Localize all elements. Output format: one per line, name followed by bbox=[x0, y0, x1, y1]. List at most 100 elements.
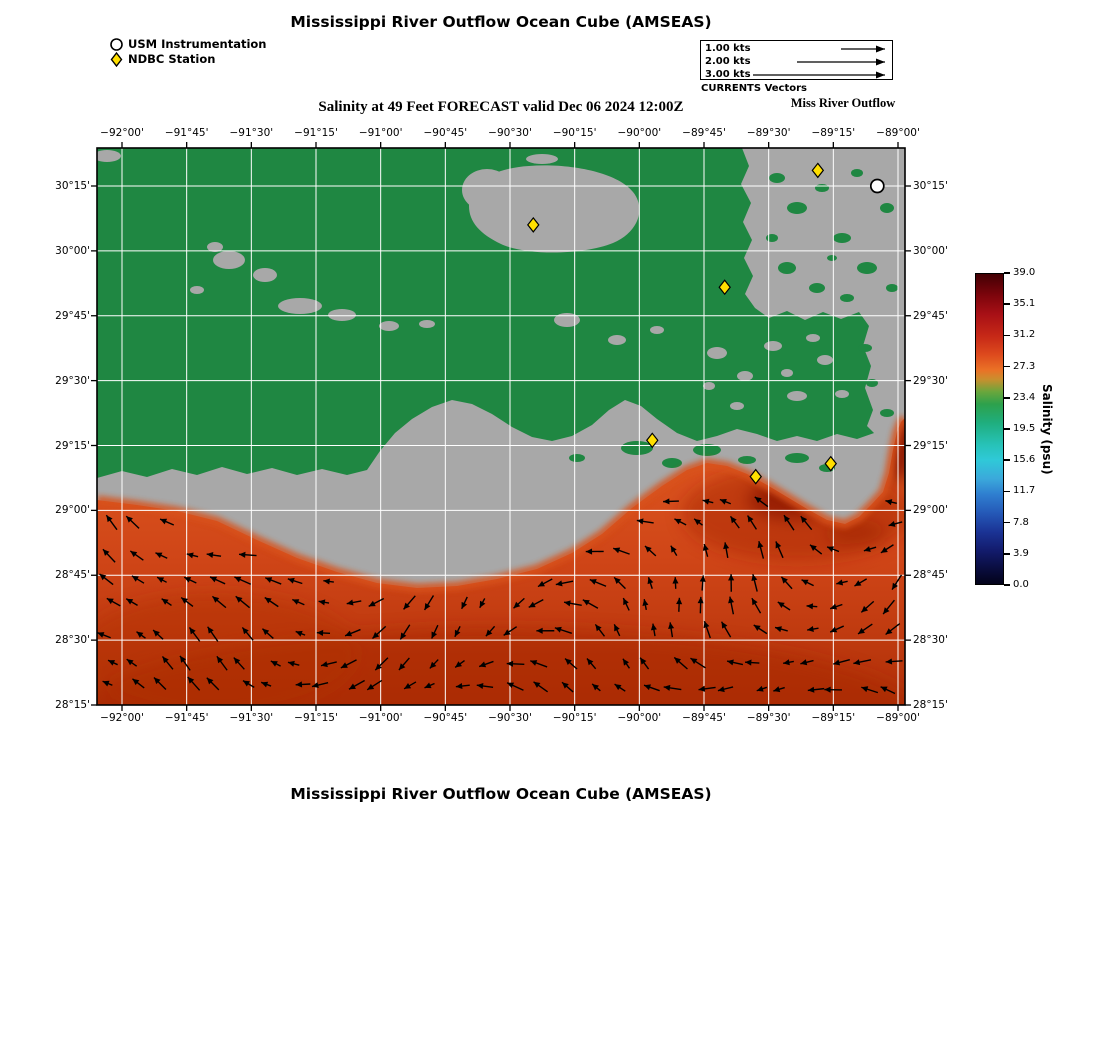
current-arrow-head bbox=[216, 656, 224, 664]
current-arrow-head bbox=[783, 515, 791, 523]
current-arrow-head bbox=[885, 499, 893, 506]
land-island bbox=[730, 402, 744, 410]
marsh-patch bbox=[662, 458, 682, 468]
y-tick-label-left: 28°30' bbox=[55, 634, 90, 647]
current-arrow-head bbox=[623, 598, 629, 606]
current-arrow-head bbox=[885, 658, 893, 665]
current-arrow-head bbox=[345, 630, 353, 637]
current-arrow-head bbox=[892, 582, 899, 590]
current-arrow-head bbox=[747, 515, 754, 523]
current-arrow-head bbox=[454, 629, 461, 637]
current-arrow-head bbox=[270, 661, 278, 667]
colorbar-tick-label: 15.6 bbox=[1013, 454, 1036, 466]
current-arrow-head bbox=[242, 627, 249, 635]
current-arrow-head bbox=[528, 601, 536, 608]
current-arrow-head bbox=[582, 599, 590, 606]
land-island bbox=[328, 309, 356, 321]
x-tick-label-bottom: −90°15' bbox=[552, 712, 597, 724]
current-arrow-head bbox=[479, 600, 486, 608]
current-arrow-head bbox=[131, 575, 139, 582]
usm-station-marker bbox=[869, 178, 885, 194]
colorbar-tick-mark bbox=[1004, 584, 1010, 586]
current-arrow-head bbox=[698, 685, 706, 692]
current-arrow-head bbox=[800, 659, 808, 666]
current-arrow-head bbox=[807, 686, 815, 693]
colorbar-tick-label: 23.4 bbox=[1013, 391, 1036, 403]
colorbar-axis-label: Salinity (psu) bbox=[1040, 383, 1054, 475]
x-tick-label-bottom: −90°00' bbox=[617, 712, 662, 724]
vector-scale-arrows bbox=[753, 45, 885, 79]
colorbar-tick-label: 31.2 bbox=[1013, 329, 1036, 341]
current-arrow-head bbox=[340, 662, 348, 668]
current-arrow-head bbox=[640, 657, 647, 665]
current-arrow-head bbox=[777, 601, 785, 608]
current-arrow-head bbox=[644, 545, 652, 553]
current-arrow-head bbox=[323, 578, 330, 585]
current-arrow-head bbox=[622, 658, 629, 666]
x-tick-label-top: −89°45' bbox=[682, 127, 726, 139]
current-arrow-head bbox=[367, 683, 375, 690]
current-arrow-head bbox=[555, 580, 563, 587]
current-arrow-head bbox=[754, 496, 762, 504]
x-tick-label-bottom: −89°30' bbox=[746, 712, 791, 724]
x-tick-label-bottom: −91°45' bbox=[164, 712, 209, 724]
current-arrow-head bbox=[186, 552, 194, 559]
vector-scale-arrowhead bbox=[876, 58, 885, 66]
y-tick-label-right: 29°45' bbox=[913, 309, 948, 322]
land-island bbox=[817, 355, 833, 365]
current-arrow-head bbox=[861, 686, 869, 693]
current-arrow-head bbox=[719, 498, 727, 505]
colorbar-tick-mark bbox=[1004, 272, 1010, 274]
y-tick-label-right: 28°45' bbox=[913, 569, 948, 582]
colorbar-tick-label: 27.3 bbox=[1013, 360, 1036, 372]
current-arrow-head bbox=[663, 498, 670, 505]
y-tick-label-left: 28°15' bbox=[55, 699, 90, 711]
current-arrow-head bbox=[155, 552, 163, 559]
current-arrow-head bbox=[108, 660, 116, 666]
land-island bbox=[419, 320, 435, 328]
current-arrow-head bbox=[537, 580, 545, 587]
marsh-patch bbox=[827, 255, 837, 261]
vector-scale-arrowhead bbox=[876, 71, 885, 79]
ndbc-station-marker bbox=[824, 455, 838, 472]
gray-islands bbox=[97, 150, 849, 410]
marsh-patch bbox=[738, 456, 756, 464]
current-arrow-head bbox=[455, 661, 463, 668]
marsh-patch bbox=[785, 453, 809, 463]
ndbc-station-marker bbox=[527, 216, 540, 233]
marker-legend: USM Instrumentation NDBC Station bbox=[108, 37, 267, 67]
usm-circle-icon bbox=[110, 38, 123, 51]
colorbar-tick-mark bbox=[1004, 365, 1010, 368]
current-arrow-head bbox=[830, 603, 838, 610]
current-arrow-head bbox=[126, 516, 133, 523]
current-arrow-head bbox=[723, 542, 730, 550]
figure-title-top: Mississippi River Outflow Ocean Cube (AM… bbox=[290, 13, 712, 31]
current-arrow-head bbox=[106, 515, 113, 523]
current-arrow-head bbox=[530, 660, 538, 666]
current-arrow-head bbox=[400, 632, 407, 640]
x-tick-label-top: −90°30' bbox=[488, 127, 532, 139]
marsh-patch bbox=[880, 203, 894, 213]
land-island bbox=[207, 242, 223, 252]
current-arrow-head bbox=[99, 573, 107, 581]
current-arrow-head bbox=[318, 599, 326, 606]
y-tick-label-right: 30°00' bbox=[913, 244, 948, 257]
salinity-colorbar bbox=[975, 273, 1004, 585]
current-arrow-head bbox=[212, 596, 220, 603]
current-arrow-head bbox=[751, 574, 758, 582]
current-arrow-head bbox=[106, 598, 114, 605]
current-arrow-head bbox=[745, 659, 752, 666]
current-arrow-head bbox=[485, 629, 493, 637]
current-arrow-head bbox=[781, 576, 788, 584]
current-arrow-head bbox=[398, 663, 406, 671]
current-arrow-head bbox=[854, 580, 862, 587]
marker-legend-label-usm: USM Instrumentation bbox=[128, 37, 267, 51]
land-island bbox=[737, 371, 753, 381]
marsh-patch bbox=[809, 283, 825, 293]
map-plot bbox=[91, 142, 911, 711]
current-arrow-head bbox=[316, 629, 324, 637]
ndbc-station-marker bbox=[749, 468, 762, 485]
current-arrow-head bbox=[126, 598, 134, 605]
map-layers bbox=[97, 148, 905, 705]
current-arrow-head bbox=[827, 546, 835, 552]
